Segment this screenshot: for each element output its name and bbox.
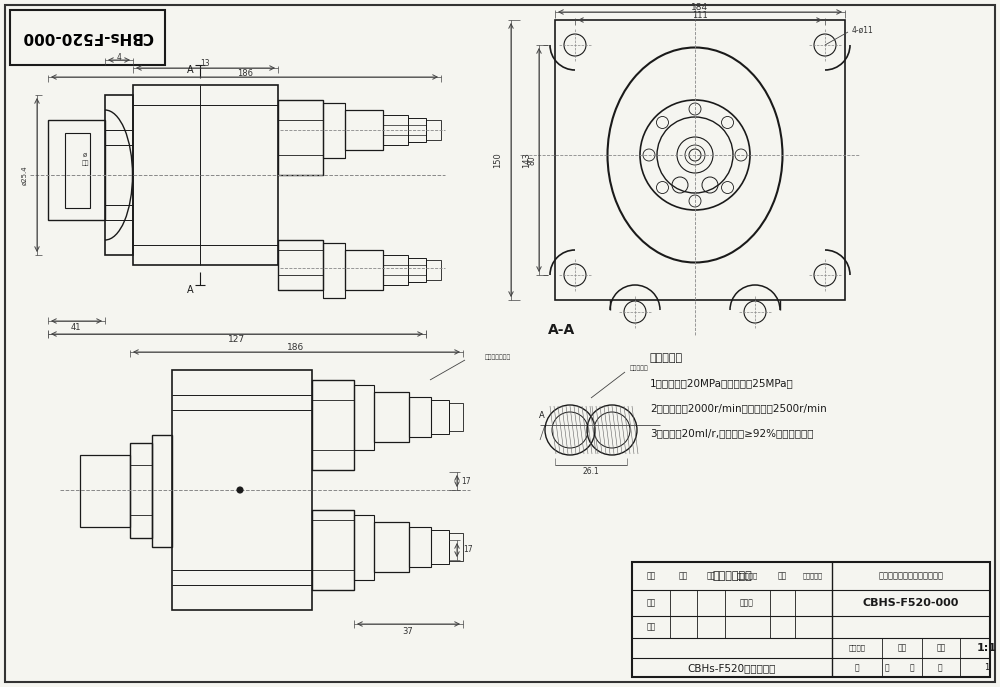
Bar bbox=[354, 385, 374, 450]
Bar bbox=[431, 530, 449, 564]
Bar bbox=[374, 522, 409, 572]
Bar bbox=[345, 110, 383, 150]
Text: 页: 页 bbox=[938, 664, 942, 673]
Text: 标准化: 标准化 bbox=[740, 598, 754, 607]
Text: 143: 143 bbox=[522, 152, 532, 168]
Bar bbox=[449, 403, 463, 431]
Bar bbox=[354, 515, 374, 580]
Bar bbox=[130, 443, 152, 538]
Circle shape bbox=[237, 487, 243, 493]
Text: 页: 页 bbox=[885, 664, 889, 673]
Bar bbox=[323, 243, 345, 298]
Text: 127: 127 bbox=[228, 335, 246, 344]
Text: 1:1: 1:1 bbox=[977, 643, 997, 653]
Text: 13: 13 bbox=[200, 60, 210, 69]
Bar bbox=[426, 260, 441, 280]
Bar bbox=[431, 400, 449, 434]
Text: 处数: 处数 bbox=[678, 572, 688, 581]
Text: 17: 17 bbox=[461, 477, 471, 486]
Bar bbox=[105, 95, 133, 255]
Bar bbox=[345, 250, 383, 290]
Text: 年、月、日: 年、月、日 bbox=[803, 573, 823, 579]
Text: 第: 第 bbox=[910, 664, 914, 673]
Bar bbox=[555, 20, 845, 300]
Bar bbox=[409, 527, 431, 567]
Text: 150: 150 bbox=[494, 152, 503, 168]
Text: A: A bbox=[187, 65, 194, 75]
Bar bbox=[632, 562, 990, 677]
Bar bbox=[133, 85, 278, 265]
Text: 签名: 签名 bbox=[777, 572, 787, 581]
Text: 审核: 审核 bbox=[646, 622, 656, 631]
Text: 1: 1 bbox=[984, 664, 990, 673]
Text: 17: 17 bbox=[463, 545, 473, 554]
Text: 蜗轮齿顶圆直径: 蜗轮齿顶圆直径 bbox=[485, 354, 511, 360]
Bar bbox=[172, 370, 312, 610]
Text: 键槽: 键槽 bbox=[81, 160, 89, 166]
Text: 共: 共 bbox=[855, 664, 859, 673]
Text: ø25.4: ø25.4 bbox=[22, 165, 28, 185]
Bar bbox=[80, 455, 130, 527]
Text: 41: 41 bbox=[71, 324, 81, 333]
Text: 设计: 设计 bbox=[646, 598, 656, 607]
Text: 蜗轮齿顶圆: 蜗轮齿顶圆 bbox=[630, 365, 649, 371]
Text: 186: 186 bbox=[287, 344, 305, 352]
Bar bbox=[409, 397, 431, 437]
Text: 186: 186 bbox=[237, 69, 253, 78]
Bar bbox=[383, 255, 408, 285]
Bar bbox=[278, 240, 323, 290]
Text: 投影标记: 投影标记 bbox=[848, 644, 866, 651]
Text: 分区: 分区 bbox=[706, 572, 716, 581]
Bar bbox=[408, 258, 426, 282]
Text: 3、排量：20ml/r,容积效率≥92%，旋向：左旋: 3、排量：20ml/r,容积效率≥92%，旋向：左旋 bbox=[650, 428, 814, 438]
Text: 26.1: 26.1 bbox=[583, 466, 599, 475]
Bar bbox=[10, 10, 165, 65]
Text: 常州博精盛液压科技有限公司: 常州博精盛液压科技有限公司 bbox=[879, 572, 944, 581]
Text: 4: 4 bbox=[117, 52, 121, 62]
Text: 标记: 标记 bbox=[646, 572, 656, 581]
Text: A: A bbox=[539, 411, 545, 420]
Bar bbox=[374, 392, 409, 442]
Text: 质量: 质量 bbox=[897, 644, 907, 653]
Bar bbox=[48, 120, 105, 220]
Text: CBHs-F520-000: CBHs-F520-000 bbox=[21, 30, 153, 45]
Text: A-A: A-A bbox=[548, 323, 575, 337]
Text: 外连接尺寸图: 外连接尺寸图 bbox=[712, 571, 752, 581]
Bar bbox=[312, 510, 354, 590]
Bar bbox=[323, 103, 345, 158]
Text: CBHs-F520齿轮泵总成: CBHs-F520齿轮泵总成 bbox=[688, 663, 776, 673]
Bar bbox=[449, 533, 463, 561]
Bar bbox=[426, 120, 441, 140]
Text: 184: 184 bbox=[691, 3, 709, 12]
Bar bbox=[278, 100, 323, 175]
Text: CBHS-F520-000: CBHS-F520-000 bbox=[863, 598, 959, 608]
Text: 更改文件号: 更改文件号 bbox=[736, 573, 758, 579]
Text: 2、额定转速2000r/min，最高转速2500r/min: 2、额定转速2000r/min，最高转速2500r/min bbox=[650, 403, 827, 413]
Text: A: A bbox=[187, 285, 194, 295]
Bar bbox=[152, 435, 172, 547]
Text: 1、额定压力20MPa，最高压力25MPa。: 1、额定压力20MPa，最高压力25MPa。 bbox=[650, 378, 794, 388]
Text: 111: 111 bbox=[692, 12, 708, 21]
Bar bbox=[383, 115, 408, 145]
Text: 37: 37 bbox=[403, 627, 413, 636]
Bar bbox=[408, 118, 426, 142]
Text: 比例: 比例 bbox=[936, 644, 946, 653]
Bar bbox=[312, 380, 354, 470]
Text: 80: 80 bbox=[528, 155, 536, 165]
Text: 4-ø11: 4-ø11 bbox=[852, 25, 874, 34]
Bar bbox=[65, 133, 90, 208]
Text: ø: ø bbox=[83, 152, 87, 158]
Text: 技术参数：: 技术参数： bbox=[650, 353, 683, 363]
